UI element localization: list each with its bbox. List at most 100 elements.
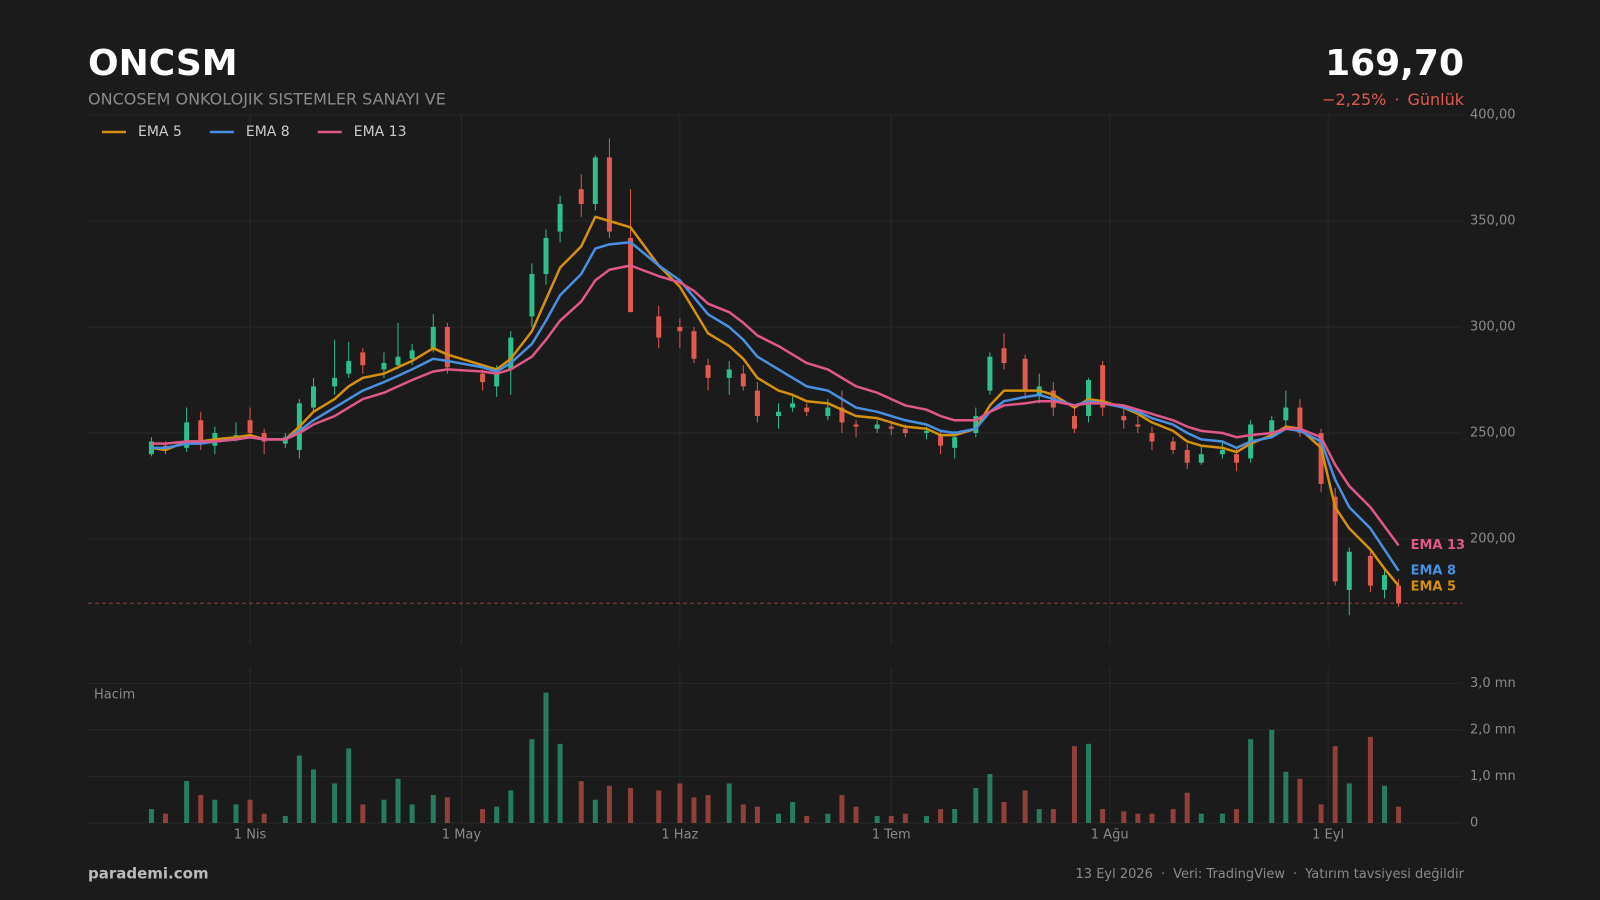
volume-bar — [247, 799, 253, 823]
candle-body — [578, 189, 584, 205]
ema-end-label: EMA 5 — [1411, 579, 1456, 594]
candle-body — [409, 350, 415, 359]
y-tick-label: 400,00 — [1470, 108, 1516, 123]
volume-bar — [395, 778, 401, 823]
y-tick-label: 250,00 — [1470, 426, 1516, 441]
volume-bar — [163, 813, 169, 823]
candle-body — [494, 373, 500, 387]
brand: parademi.com — [88, 865, 209, 883]
volume-bar — [973, 788, 979, 823]
x-tick-label: 1 Tem — [872, 828, 911, 843]
candle-body — [430, 327, 436, 349]
volume-bar — [740, 804, 746, 823]
candle-body — [395, 356, 401, 366]
ema-line — [151, 215, 1400, 587]
volume-bar — [233, 804, 239, 823]
candle-body — [1022, 358, 1028, 391]
candle-body — [952, 437, 958, 448]
volume-bar — [1332, 746, 1338, 823]
volume-bar — [296, 755, 302, 823]
x-tick-label: 1 Haz — [661, 828, 698, 843]
volume-bar — [543, 692, 549, 823]
candle-body — [1269, 420, 1275, 433]
volume-bar — [1022, 790, 1028, 823]
candle-body — [726, 369, 732, 378]
candle-body — [938, 435, 944, 446]
volume-bar — [754, 806, 760, 823]
candle-body — [381, 363, 387, 370]
volume-bar — [902, 813, 908, 823]
x-tick-label: 1 Nis — [234, 828, 267, 843]
volume-bar — [825, 813, 831, 823]
candle-body — [987, 356, 993, 391]
candle-body — [656, 316, 662, 338]
candle-body — [543, 237, 549, 274]
volume-bar — [261, 813, 267, 823]
candle-body — [1367, 555, 1373, 586]
volume-bar — [1234, 809, 1240, 823]
candle-body — [1121, 416, 1127, 421]
candle-body — [508, 337, 514, 370]
volume-bar — [606, 785, 612, 823]
volume-bar — [1086, 743, 1092, 823]
volume-bar — [656, 790, 662, 823]
volume-bar — [310, 769, 316, 823]
candle-body — [804, 407, 810, 412]
v-tick-label: 0 — [1470, 816, 1478, 831]
volume-bar — [1071, 746, 1077, 823]
volume-bar — [1346, 783, 1352, 823]
candle-body — [1170, 441, 1176, 450]
volume-bar — [952, 809, 958, 823]
volume-bar — [430, 795, 436, 823]
candle-body — [1184, 449, 1190, 463]
v-tick-label: 2,0 mn — [1470, 722, 1516, 737]
volume-bar — [776, 813, 782, 823]
volume-bar — [1198, 813, 1204, 823]
volume-bar — [1100, 809, 1106, 823]
candle-body — [853, 424, 859, 427]
date: 13 Eyl 2026 — [1076, 867, 1153, 882]
volume-bar — [888, 816, 894, 823]
period: Günlük — [1407, 90, 1464, 109]
candle-body — [606, 157, 612, 232]
candle-body — [677, 327, 683, 332]
volume-bar — [557, 743, 563, 823]
candle-body — [902, 428, 908, 433]
legend-label: EMA 5 — [138, 124, 182, 140]
volume-bar — [212, 799, 218, 823]
source: Veri: TradingView — [1173, 867, 1285, 882]
volume-bar — [1318, 804, 1324, 823]
volume-bar — [1050, 809, 1056, 823]
volume-label: Hacim — [94, 688, 135, 703]
disclaimer: Yatırım tavsiyesi değildir — [1304, 867, 1465, 882]
candle-body — [790, 403, 796, 408]
volume-bar — [282, 816, 288, 823]
candle-body — [825, 407, 831, 417]
candle-body — [1100, 365, 1106, 408]
candle-body — [1135, 424, 1141, 427]
volume-bar — [381, 799, 387, 823]
candle-body — [529, 274, 535, 317]
volume-bar — [148, 809, 154, 823]
volume-bar — [938, 809, 944, 823]
candle-body — [198, 420, 204, 444]
y-tick-label: 350,00 — [1470, 214, 1516, 229]
separator: · — [1394, 90, 1399, 109]
volume-bar — [839, 795, 845, 823]
candle-body — [1198, 454, 1204, 463]
volume-bar — [1149, 813, 1155, 823]
y-tick-label: 300,00 — [1470, 320, 1516, 335]
volume-bar — [1135, 813, 1141, 823]
ema-line — [151, 264, 1400, 547]
candle-body — [247, 420, 253, 433]
volume-bar — [529, 739, 535, 823]
candle-body — [261, 433, 267, 442]
candle-body — [332, 377, 338, 387]
candle-body — [1297, 407, 1303, 433]
volume-bar — [1001, 802, 1007, 823]
v-tick-label: 1,0 mn — [1470, 769, 1516, 784]
volume-bar — [987, 774, 993, 823]
volume-bar — [705, 795, 711, 823]
candle-body — [1396, 585, 1402, 604]
volume-bar — [804, 816, 810, 823]
